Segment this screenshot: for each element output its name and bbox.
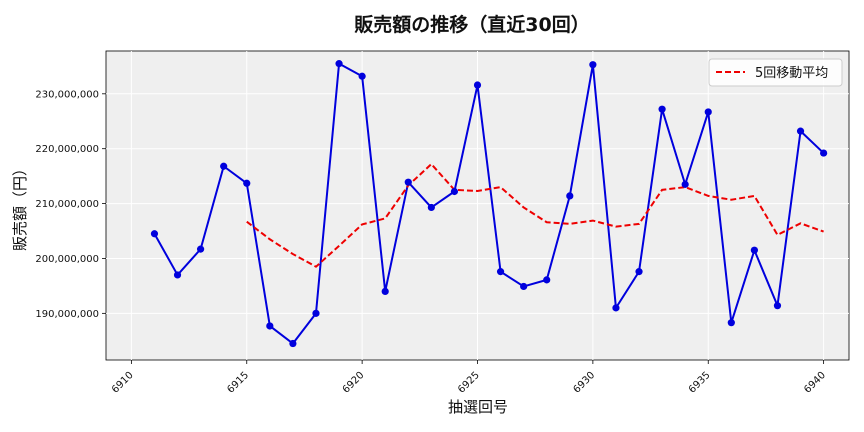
sales-point [543, 276, 551, 284]
grid [106, 51, 849, 360]
sales-point [796, 127, 805, 135]
y-tick-label: 210,000,000 [35, 199, 99, 210]
series-markers [150, 60, 828, 348]
x-axis: 6910 6915 6920 6925 6930 6935 6940 [110, 360, 828, 396]
x-tick-label: 6930 [572, 370, 598, 396]
sales-point [404, 178, 412, 186]
sales-point [473, 81, 482, 89]
sales-point [658, 105, 666, 113]
y-tick-label: 200,000,000 [35, 254, 99, 265]
x-tick-label: 6935 [687, 370, 713, 396]
legend-box [708, 58, 843, 87]
y-tick-label: 190,000,000 [35, 309, 99, 320]
sales-point [358, 72, 366, 80]
sales-point [312, 309, 320, 317]
sales-point [173, 271, 182, 279]
sales-point [820, 149, 828, 157]
sales-point [335, 60, 343, 68]
sales-point [289, 339, 297, 348]
x-tick-label: 6910 [110, 370, 136, 396]
sales-point [635, 268, 643, 276]
y-axis: 190,000,000 200,000,000 210,000,000 220,000… [35, 89, 106, 320]
sales-line [153, 62, 825, 345]
series-lines [153, 62, 825, 345]
sales-point [750, 246, 758, 254]
legend-label-moving-average: 5回移動平均 [755, 66, 828, 81]
y-axis-label: 販売額（円） [11, 161, 29, 251]
sales-point [566, 192, 574, 200]
sales-point [150, 230, 159, 238]
sales-point [520, 282, 528, 291]
moving-average-line [246, 162, 824, 268]
sales-point [197, 245, 205, 253]
x-axis-label: 抽選回号 [448, 398, 508, 416]
sales-point [243, 179, 251, 187]
sales-point [773, 302, 782, 310]
x-tick-label: 6915 [225, 370, 251, 396]
y-tick-label: 220,000,000 [35, 144, 99, 155]
chart-title: 販売額の推移（直近30回） [354, 13, 589, 36]
sales-point [727, 319, 735, 327]
sales-point [266, 322, 274, 330]
sales-point [589, 61, 597, 69]
sales-point [450, 187, 459, 196]
x-tick-label: 6925 [456, 370, 482, 396]
y-tick-label: 230,000,000 [35, 89, 99, 100]
sales-point [496, 268, 505, 276]
sales-point [220, 162, 228, 170]
sales-point [681, 180, 689, 188]
sales-point [704, 108, 712, 116]
sales-point [381, 287, 389, 295]
x-tick-label: 6920 [341, 370, 367, 396]
sales-point [427, 203, 435, 212]
sales-point [612, 304, 620, 312]
x-tick-label: 6940 [802, 370, 828, 396]
legend: 5回移動平均 [708, 58, 843, 87]
